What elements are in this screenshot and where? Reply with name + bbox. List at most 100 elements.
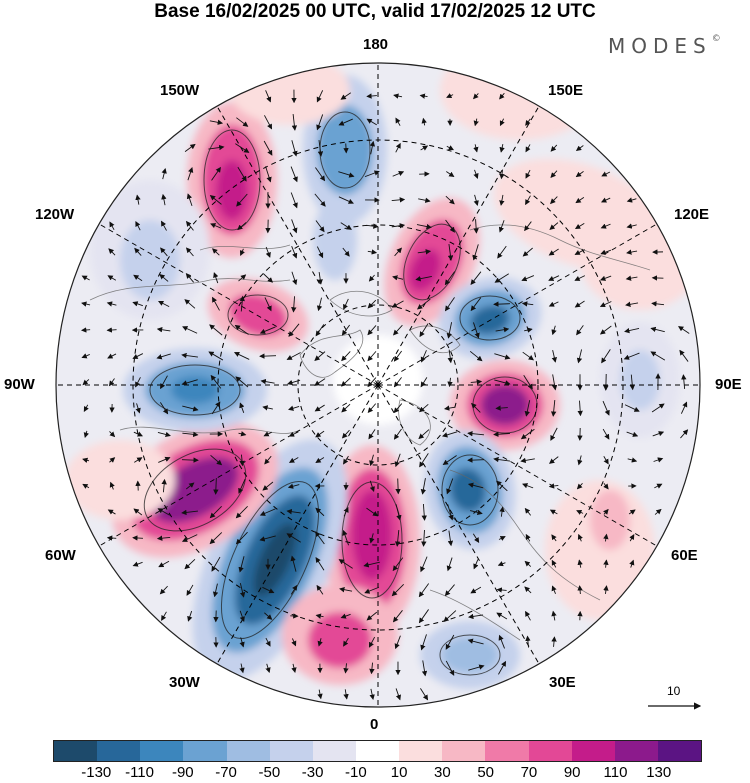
wind-vector-arrow bbox=[316, 246, 324, 259]
wind-vector-arrow bbox=[291, 113, 298, 131]
wind-vector-arrow bbox=[421, 660, 428, 677]
wind-vector-arrow bbox=[498, 660, 507, 675]
wind-vector-arrow bbox=[520, 428, 535, 440]
wind-vector-arrow bbox=[264, 455, 272, 465]
wind-vector-arrow bbox=[395, 504, 402, 521]
wind-vector-arrow bbox=[497, 561, 506, 567]
map-border bbox=[55, 62, 701, 708]
wind-vector-arrow bbox=[108, 248, 116, 256]
wind-vector-arrow bbox=[651, 301, 665, 307]
wind-vector-arrow bbox=[574, 275, 586, 281]
meridian-line bbox=[212, 98, 379, 386]
wind-vector-arrow bbox=[551, 559, 557, 568]
wind-vector-arrow bbox=[106, 301, 117, 307]
wind-vector-arrow bbox=[315, 613, 324, 619]
wind-vector-arrow bbox=[210, 374, 222, 389]
wind-vector-arrow bbox=[393, 324, 403, 336]
wind-vector-arrow bbox=[524, 586, 532, 594]
wind-vector-arrow bbox=[109, 221, 115, 231]
wind-vector-arrow bbox=[290, 166, 298, 183]
lon-label-150w: 150W bbox=[160, 82, 200, 99]
wind-vector-arrow bbox=[264, 612, 273, 620]
colorbar-tick-label: 90 bbox=[563, 764, 581, 781]
wind-vector-arrow bbox=[186, 193, 193, 207]
wind-vector-arrow bbox=[601, 171, 611, 177]
lon-label-120e: 120E bbox=[674, 206, 710, 223]
wind-vector-arrow bbox=[601, 349, 611, 364]
wind-vector-arrow bbox=[524, 400, 531, 417]
wind-vector-arrow bbox=[469, 509, 483, 516]
wind-vector-arrow bbox=[211, 166, 221, 181]
wind-vector-arrow bbox=[419, 403, 429, 413]
wind-vector-arrow bbox=[259, 535, 276, 542]
wind-vector-arrow bbox=[181, 509, 198, 516]
anomaly-blob bbox=[216, 160, 248, 220]
wind-vector-arrow bbox=[418, 583, 430, 598]
wind-vector-arrow bbox=[81, 353, 90, 359]
wind-vector-arrow bbox=[133, 508, 143, 516]
wind-vector-arrow bbox=[495, 405, 508, 411]
wind-vector-arrow bbox=[624, 404, 640, 412]
wind-vector-arrow bbox=[262, 481, 274, 491]
wind-vector-arrow bbox=[599, 325, 612, 335]
wind-vector-arrow bbox=[317, 140, 324, 157]
wind-vector-arrow bbox=[392, 557, 404, 572]
wind-vector-arrow bbox=[157, 508, 170, 516]
wind-vector-arrow bbox=[493, 431, 511, 437]
wind-vector-arrow bbox=[420, 350, 427, 363]
wind-vector-arrow bbox=[467, 457, 485, 463]
wind-vector-arrow bbox=[551, 610, 557, 621]
anomaly-blob bbox=[580, 210, 700, 310]
anomaly-blob bbox=[590, 490, 630, 550]
wind-vector-arrow bbox=[340, 92, 352, 100]
wind-vector-arrow bbox=[315, 531, 325, 545]
wind-vector-arrow bbox=[366, 118, 377, 126]
wind-vector-arrow bbox=[234, 324, 249, 335]
wind-vector-arrow bbox=[494, 379, 511, 386]
wind-vector-arrow bbox=[470, 297, 482, 312]
wind-vector-arrow bbox=[369, 533, 375, 544]
wind-vector-arrow bbox=[395, 478, 401, 495]
wind-vector-arrow bbox=[472, 244, 479, 261]
wind-vector-arrow bbox=[473, 93, 479, 100]
meridian-line bbox=[91, 219, 379, 386]
wind-vector-arrow bbox=[187, 166, 194, 181]
wind-vector-arrow bbox=[525, 635, 531, 648]
wind-vector-arrow bbox=[473, 322, 480, 339]
wind-vector-arrow bbox=[549, 222, 559, 230]
wind-vector-arrow bbox=[391, 300, 404, 308]
lon-label-30w: 30W bbox=[169, 674, 200, 691]
wind-vector-arrow bbox=[444, 584, 455, 597]
colorbar-swatch bbox=[657, 741, 702, 761]
coastlines bbox=[89, 224, 651, 641]
wind-vector-arrow bbox=[499, 194, 505, 206]
wind-vector-arrow bbox=[181, 457, 199, 463]
wind-vector-arrow bbox=[575, 171, 584, 178]
wind-vector-arrow bbox=[392, 275, 404, 281]
wind-vector-arrow bbox=[342, 247, 350, 257]
wind-vector-arrow bbox=[339, 587, 353, 593]
wind-vector-arrow bbox=[343, 637, 349, 647]
wind-vector-arrow bbox=[421, 503, 427, 521]
wind-vector-arrow bbox=[469, 350, 483, 362]
colorbar-swatch bbox=[614, 741, 658, 761]
wind-vector-arrow bbox=[626, 223, 637, 229]
colorbar-swatch bbox=[140, 741, 184, 761]
wind-vector-arrow bbox=[494, 273, 509, 283]
wind-vector-arrow bbox=[522, 483, 534, 489]
wind-vector-arrow bbox=[680, 429, 689, 439]
wind-vector-arrow bbox=[551, 325, 557, 336]
wind-vector-arrow bbox=[288, 457, 299, 463]
wind-vector-arrow bbox=[317, 638, 323, 647]
wind-vector-arrow bbox=[600, 223, 611, 229]
wind-vector-arrow bbox=[184, 299, 196, 309]
wind-vector-arrow bbox=[80, 327, 91, 333]
wind-vector-arrow bbox=[473, 169, 479, 179]
colorbar-tick-label: 10 bbox=[390, 764, 408, 781]
wind-vector-arrow bbox=[363, 561, 380, 568]
wind-vector-arrow bbox=[317, 689, 323, 700]
colorbar-tick-label: 130 bbox=[646, 764, 672, 781]
wind-vector-arrow bbox=[338, 171, 355, 178]
wind-vector-arrow bbox=[393, 93, 403, 99]
wind-vector-arrow bbox=[107, 353, 117, 359]
